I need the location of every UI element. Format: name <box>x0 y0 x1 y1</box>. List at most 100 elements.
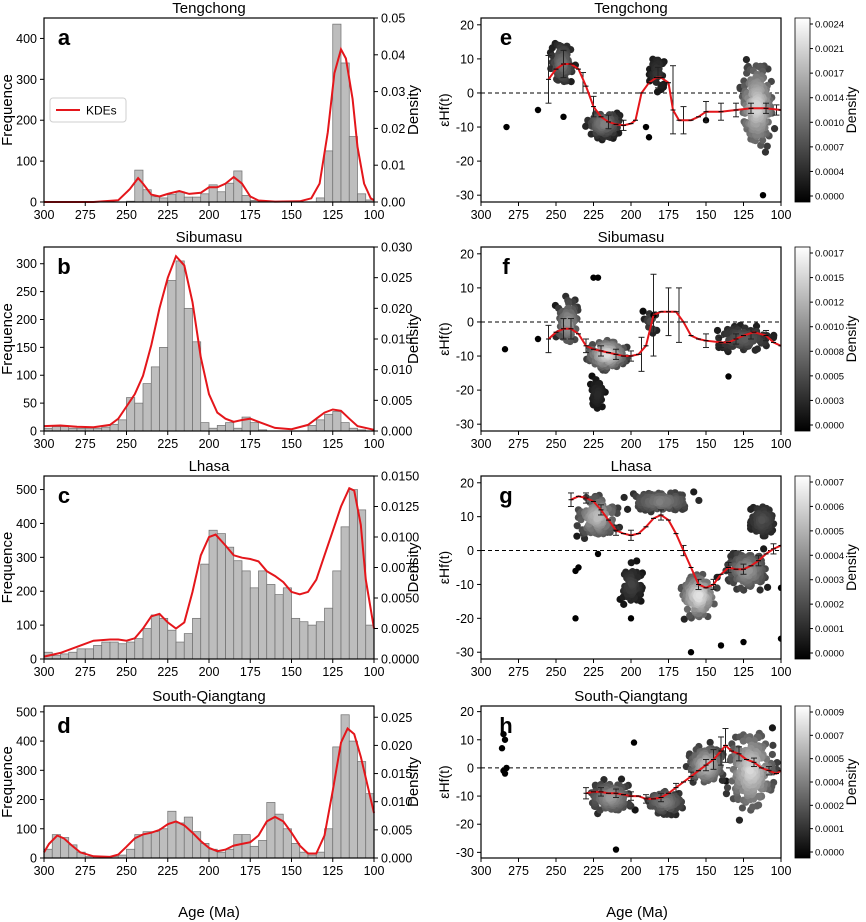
y-tick-label: 100 <box>16 155 37 169</box>
histogram-bar <box>134 638 144 660</box>
colorbar-label: Density <box>843 87 859 134</box>
histogram-bar <box>225 422 235 432</box>
y-tick-label: -20 <box>456 818 474 832</box>
data-point <box>758 516 766 525</box>
y2-tick-label: 0.01 <box>381 159 405 173</box>
x-tick-label: 275 <box>75 437 96 451</box>
outlier-point <box>777 584 781 592</box>
outlier-point <box>501 346 509 353</box>
data-point <box>607 793 615 801</box>
y-tick-label: 300 <box>16 73 37 87</box>
data-point <box>627 559 635 567</box>
y2-tick-label: 0.010 <box>381 363 412 377</box>
colorbar-tick-label: 0.0002 <box>815 600 844 611</box>
y-tick-label: 0 <box>30 653 37 667</box>
outlier-point <box>759 191 767 199</box>
legend-box <box>49 97 127 123</box>
histogram-bar <box>307 425 317 432</box>
x-tick-label: 100 <box>771 437 792 451</box>
data-point <box>756 586 764 594</box>
y-tick-label: 200 <box>16 793 37 807</box>
data-point <box>763 142 771 150</box>
y2-tick-label: 0.010 <box>381 795 412 809</box>
hist-b-frame <box>43 246 375 432</box>
outlier-point <box>560 113 567 121</box>
histogram-bar <box>183 307 193 432</box>
colorbar-label: Density <box>843 759 859 806</box>
data-point <box>594 511 602 520</box>
x-tick-label: 175 <box>658 665 679 679</box>
histogram-bar <box>183 633 193 660</box>
data-point <box>683 605 692 613</box>
y2-tick-label: 0.015 <box>381 767 412 781</box>
histogram-bar <box>216 425 226 432</box>
x-tick-label: 100 <box>771 864 792 878</box>
colorbar-tick-label: 0.0005 <box>815 526 844 537</box>
x-tick-label: 300 <box>34 437 55 451</box>
y-tick-label: 0 <box>30 852 37 866</box>
y2-tick-label: 0.020 <box>381 739 412 753</box>
x-tick-label: 200 <box>199 437 220 451</box>
histogram-bar <box>142 628 152 660</box>
y2-tick-label: 0.015 <box>381 333 412 347</box>
x-tick-label: 275 <box>75 864 96 878</box>
y-axis-label: εHf(t) <box>436 765 452 798</box>
histogram-bar <box>233 560 243 660</box>
y-axis-label: εHf(t) <box>436 93 452 126</box>
x-tick-label: 250 <box>546 437 567 451</box>
legend-label: KDEs <box>86 104 117 118</box>
y-tick-label: 400 <box>16 32 37 46</box>
panel-title: Lhasa <box>611 458 653 475</box>
colorbar-tick-label: 0.0000 <box>815 848 844 859</box>
y2-tick-label: 0.0100 <box>381 531 419 545</box>
histogram-bar <box>150 831 160 859</box>
x-axis-label-right: Age (Ma) <box>606 904 668 921</box>
panel-label: a <box>58 25 71 50</box>
x-tick-label: 100 <box>771 665 792 679</box>
mean-line <box>585 743 781 800</box>
data-point <box>753 345 762 353</box>
x-tick-label: 125 <box>322 864 343 878</box>
histogram-bar <box>332 411 342 432</box>
y2-tick-label: 0.030 <box>381 241 412 255</box>
histogram-bar <box>167 629 177 660</box>
y2-tick-label: 0.005 <box>381 394 412 408</box>
y-tick-label: 100 <box>16 822 37 836</box>
y-tick-label: 250 <box>16 285 37 299</box>
histogram-bar <box>340 62 350 203</box>
x-tick-label: 100 <box>364 665 385 679</box>
scatter-points <box>481 273 781 412</box>
histogram-bar <box>258 840 268 859</box>
data-point <box>594 390 602 398</box>
colorbar-tick-label: 0.0007 <box>815 142 844 153</box>
colorbar-tick-label: 0.0015 <box>815 273 844 284</box>
histogram-panel-b: 0 50 100 150 200 250 300 0.000 0.005 0.010 0.015 0.… <box>0 229 422 451</box>
x-tick-label: 300 <box>471 665 492 679</box>
y-axis-label: Frequence <box>0 303 16 375</box>
histogram-bar <box>117 643 127 660</box>
data-point <box>600 120 608 128</box>
panel-title: Sibumasu <box>176 229 243 246</box>
histogram-bar <box>159 828 169 859</box>
colorbar-tick-label: 0.0006 <box>815 502 844 513</box>
histogram-bar <box>134 402 144 432</box>
y2-tick-label: 0.005 <box>381 823 412 837</box>
panel-title: South-Qiangtang <box>574 688 687 705</box>
histogram-bar <box>200 563 210 660</box>
colorbar-tick-label: 0.0007 <box>815 478 844 489</box>
outlier-point <box>740 638 747 646</box>
y2-axis-label: Density <box>405 84 422 135</box>
x-tick-label: 100 <box>364 437 385 451</box>
histogram-bar <box>200 422 210 432</box>
histogram-bar <box>225 546 235 660</box>
outlier-point <box>590 274 597 281</box>
x-tick-label: 225 <box>157 665 178 679</box>
histogram-bar <box>109 641 119 660</box>
data-point <box>573 532 581 540</box>
outlier-point <box>503 123 510 131</box>
x-tick-label: 125 <box>733 864 754 878</box>
y-tick-label: -10 <box>456 578 474 592</box>
outlier-point <box>534 106 542 114</box>
x-tick-label: 300 <box>34 665 55 679</box>
